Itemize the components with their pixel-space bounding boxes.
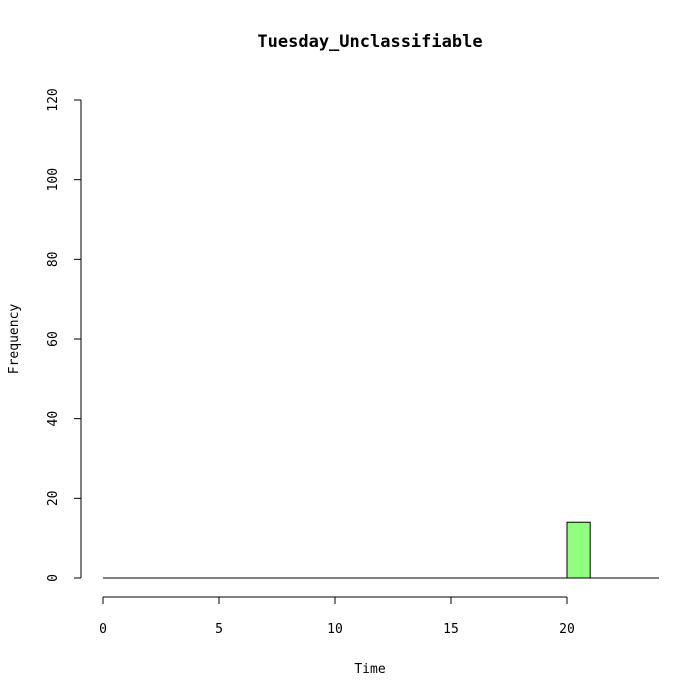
- x-tick-label: 10: [327, 622, 343, 637]
- x-tick-label: 15: [443, 622, 459, 637]
- y-tick-label: 80: [46, 252, 61, 268]
- y-tick-label: 60: [46, 331, 61, 347]
- y-axis-label: Frequency: [7, 304, 22, 375]
- chart-title: Tuesday_Unclassifiable: [257, 32, 482, 52]
- y-tick-label: 40: [46, 411, 61, 427]
- y-tick-label: 100: [46, 168, 61, 191]
- y-tick-label: 0: [46, 574, 61, 582]
- plot-area: 0 5 10 15 20 0 20 40 60 80 100 120: [46, 88, 659, 637]
- x-tick-label: 0: [99, 622, 107, 637]
- x-tick-label: 5: [215, 622, 223, 637]
- y-tick-label: 20: [46, 491, 61, 507]
- x-tick-label: 20: [559, 622, 575, 637]
- histogram-bar: [566, 521, 591, 579]
- x-axis-label: Time: [354, 662, 385, 677]
- y-tick-label: 120: [46, 88, 61, 111]
